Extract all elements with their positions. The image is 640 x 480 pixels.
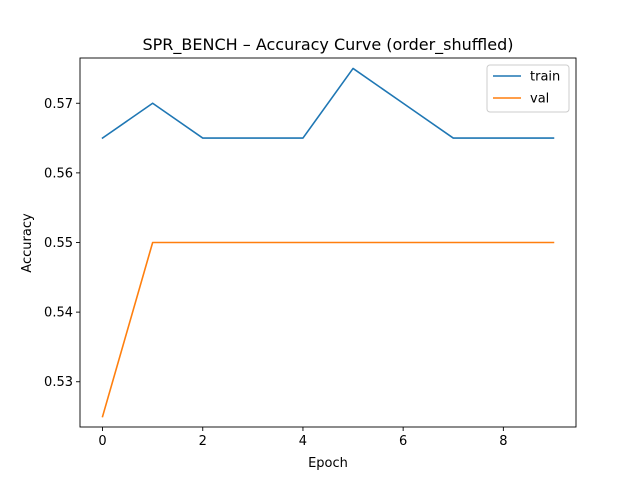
y-tick-label-0: 0.53 <box>44 375 73 390</box>
y-tick-label-2: 0.55 <box>44 236 73 251</box>
y-axis-label: Accuracy <box>20 213 35 273</box>
y-tick-label-4: 0.57 <box>44 97 73 112</box>
y-tick-label-1: 0.54 <box>44 306 73 321</box>
x-tick-label-2: 2 <box>199 434 207 449</box>
x-tick-label-0: 0 <box>98 434 106 449</box>
x-tick-label-8: 8 <box>499 434 507 449</box>
x-axis-label: Epoch <box>308 456 348 471</box>
series-line-train <box>101 67 555 140</box>
chart-title: SPR_BENCH – Accuracy Curve (order_shuffl… <box>142 35 513 55</box>
x-tick-label-6: 6 <box>399 434 407 449</box>
x-tick-label-4: 4 <box>299 434 307 449</box>
series-line-val <box>101 241 555 418</box>
legend-label-train: train <box>530 70 560 85</box>
y-tick-label-3: 0.56 <box>44 166 73 181</box>
plot-area: 0 2 4 6 8 0.53 0.54 0.55 0.56 0.57 train val <box>44 57 577 449</box>
legend-label-val: val <box>530 92 549 107</box>
